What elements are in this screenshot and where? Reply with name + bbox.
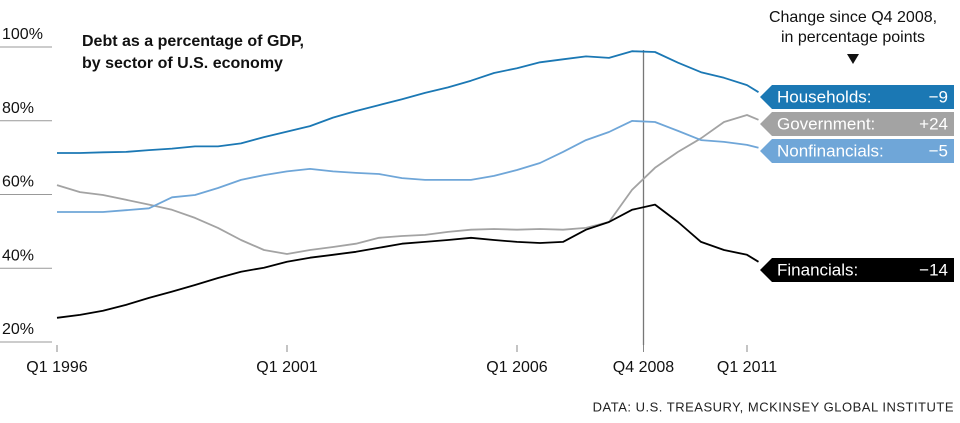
legend-item: Households: −9: [760, 85, 954, 109]
change-label: +24: [919, 114, 948, 133]
y-tick-label: 100%: [2, 26, 43, 43]
series-line: [56, 203, 759, 319]
x-tick-label: Q4 2008: [613, 359, 674, 376]
legend-label: Government:: [777, 114, 875, 133]
legend-box: [760, 258, 954, 282]
legend-box: [760, 112, 954, 136]
legend-box: [760, 139, 954, 163]
y-tick-label: 40%: [2, 247, 34, 264]
x-tick-label: Q1 1996: [26, 359, 87, 376]
legend-label: Households:: [777, 87, 872, 106]
change-label: −14: [919, 260, 948, 279]
x-tick-label: Q1 2001: [256, 359, 317, 376]
x-tick-label: Q1 2006: [486, 359, 547, 376]
legend-item: Nonfinancials: −5: [760, 139, 954, 163]
legend-title: Change since Q4 2008, in percentage point…: [769, 9, 937, 46]
change-label: −5: [929, 141, 948, 160]
change-label: −9: [929, 87, 948, 106]
series-line: [57, 50, 759, 154]
legend-box: [760, 85, 954, 109]
legend-label: Financials:: [777, 260, 858, 279]
legend-item: Government: +24: [760, 112, 954, 136]
source: DATA: U.S. TREASURY, MCKINSEY GLOBAL INS…: [593, 399, 954, 414]
y-tick-label: 20%: [2, 321, 34, 338]
y-tick-label: 60%: [2, 174, 34, 191]
x-tick-label: Q1 2011: [717, 359, 777, 376]
chart-title: Debt as a percentage of GDP, by sector of…: [82, 33, 304, 72]
legend-arrow: [847, 54, 859, 64]
series-line: [56, 114, 759, 255]
legend-item: Financials: −14: [760, 258, 954, 282]
series-line: [57, 120, 759, 213]
legend-label: Nonfinancials:: [777, 141, 884, 160]
y-tick-label: 80%: [2, 100, 34, 117]
